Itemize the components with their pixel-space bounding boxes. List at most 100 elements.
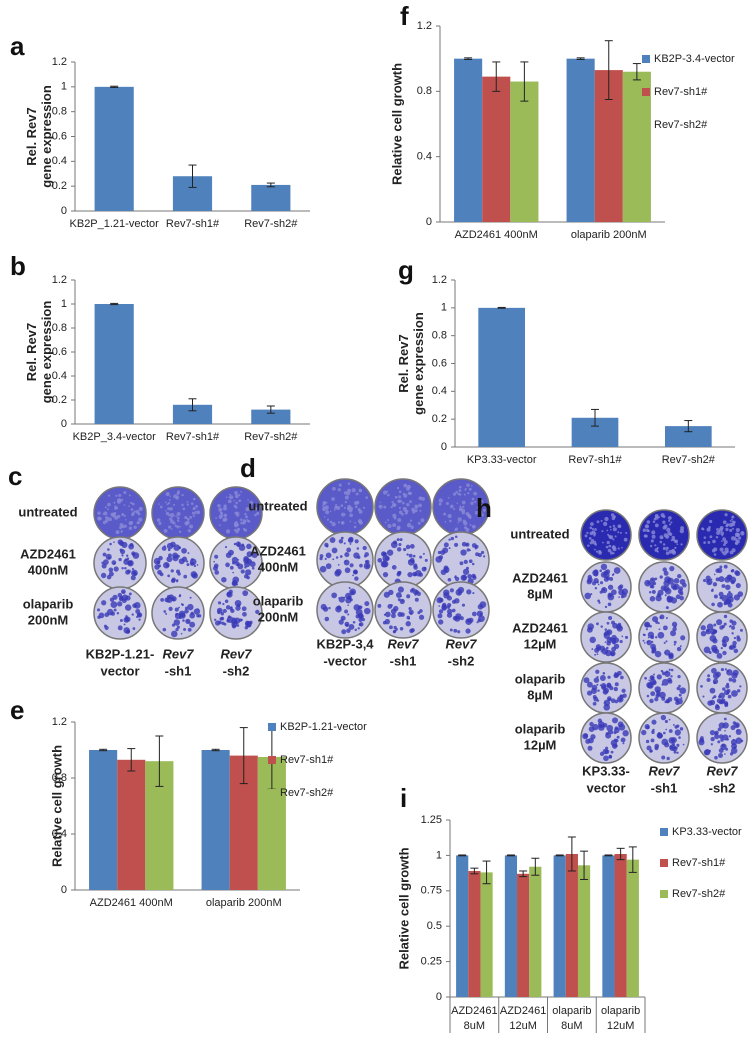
colony — [174, 524, 178, 528]
y-axis-label: Relative cell growth — [49, 745, 64, 867]
colony — [423, 566, 427, 570]
bar — [510, 81, 539, 223]
colony — [116, 611, 120, 615]
column-label: -sh2 — [223, 663, 250, 678]
colony — [353, 525, 357, 529]
colony — [338, 539, 344, 544]
x-tick-label: AZD2461 — [500, 1005, 546, 1017]
colony — [233, 542, 237, 546]
row-label: olaparib — [253, 593, 304, 608]
colony — [595, 669, 600, 674]
error-bar — [591, 408, 599, 427]
colony — [607, 548, 612, 553]
error-bar — [458, 854, 467, 857]
colony — [724, 729, 726, 732]
colony — [388, 589, 394, 596]
colony — [608, 698, 611, 701]
row-label: untreated — [510, 526, 569, 541]
colony — [600, 571, 607, 578]
colony — [651, 578, 654, 581]
colony — [247, 499, 249, 501]
colony — [601, 530, 604, 533]
legend-label: Rev7-sh2# — [654, 119, 708, 131]
colony — [662, 543, 666, 546]
colony — [437, 550, 442, 555]
colony — [618, 596, 620, 598]
colony — [469, 524, 472, 526]
colony — [713, 695, 717, 699]
y-tick-label: 0.4 — [52, 155, 67, 167]
colony — [651, 530, 656, 535]
colony — [621, 546, 623, 549]
colony — [609, 756, 612, 759]
colony — [331, 497, 335, 501]
error-bar — [110, 85, 119, 88]
bar — [456, 855, 469, 997]
colony — [720, 738, 724, 742]
colony — [706, 579, 710, 583]
row-label: olaparib — [23, 596, 74, 611]
colony — [732, 678, 737, 683]
colony — [603, 521, 608, 527]
y-tick-label: 0 — [436, 991, 442, 1003]
y-tick-label: 1.2 — [52, 274, 67, 286]
error-bar — [567, 836, 576, 872]
colony — [619, 639, 623, 644]
colony — [353, 604, 360, 611]
colony — [678, 586, 684, 591]
colony — [384, 521, 387, 524]
colony — [731, 518, 733, 521]
colony — [607, 675, 611, 679]
column-label: Rev7 — [162, 646, 194, 661]
colony — [734, 541, 739, 545]
colony — [408, 617, 410, 620]
colony — [586, 690, 593, 696]
colony — [344, 552, 350, 558]
colony — [128, 505, 130, 507]
colony — [667, 597, 673, 603]
colony — [232, 571, 235, 574]
colony — [113, 562, 116, 565]
colony — [593, 571, 599, 577]
error-bar — [684, 420, 693, 433]
colony — [117, 514, 121, 519]
colony — [451, 608, 456, 613]
colony — [394, 495, 398, 499]
colony — [598, 550, 602, 555]
colony — [237, 558, 240, 561]
bar — [251, 184, 291, 211]
y-tick-label: 1.2 — [52, 56, 67, 68]
colony — [235, 511, 239, 514]
column-label: Rev7 — [706, 763, 738, 778]
row-label: AZD2461 — [512, 570, 568, 585]
colony — [674, 729, 681, 736]
colony — [229, 565, 234, 570]
y-tick-label: 0.4 — [432, 385, 447, 397]
colony — [393, 516, 397, 520]
colony — [707, 674, 711, 678]
colony — [711, 644, 718, 652]
y-tick-label: 0.6 — [52, 130, 67, 142]
colony — [463, 526, 468, 530]
colony — [332, 558, 335, 561]
colony — [723, 600, 729, 605]
colony — [589, 526, 593, 530]
colony — [723, 622, 727, 626]
colony — [717, 727, 722, 732]
y-tick-label: 0 — [61, 205, 67, 217]
colony — [707, 541, 711, 544]
colony — [673, 640, 677, 644]
colony — [661, 536, 664, 539]
colony — [447, 577, 452, 582]
colony — [455, 527, 459, 531]
colony — [226, 619, 230, 623]
colony — [419, 609, 423, 613]
colony — [664, 649, 671, 656]
colony — [652, 728, 655, 732]
colony — [124, 604, 132, 611]
colony — [173, 544, 180, 551]
colony — [659, 616, 662, 619]
colony — [651, 589, 656, 595]
colony — [382, 620, 387, 625]
bar — [626, 859, 639, 997]
